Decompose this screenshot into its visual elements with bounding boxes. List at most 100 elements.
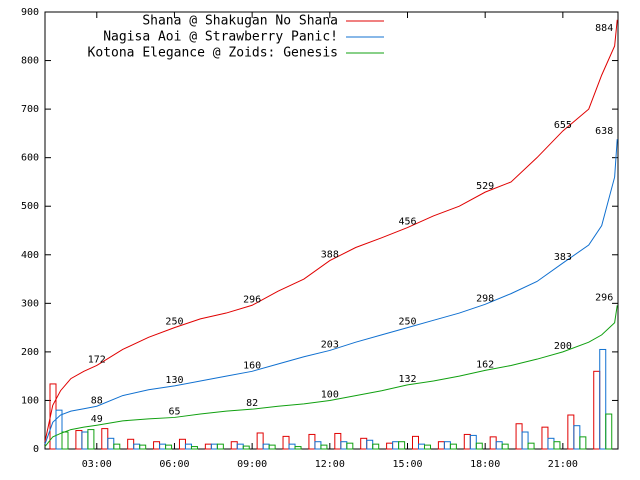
bar <box>340 441 348 450</box>
bar <box>81 431 89 450</box>
y-tick-label: 0 <box>33 444 39 455</box>
bar <box>314 441 322 450</box>
bar <box>437 441 445 450</box>
x-tick-label: 15:00 <box>392 459 422 470</box>
bar <box>113 443 121 450</box>
bar <box>573 425 581 450</box>
data-label: 388 <box>321 250 339 261</box>
data-label: 88 <box>91 395 103 406</box>
bar <box>475 442 483 450</box>
bar <box>230 441 238 450</box>
series-line <box>44 305 618 447</box>
bar <box>139 444 147 450</box>
data-label: 100 <box>321 389 339 400</box>
data-label: 655 <box>554 120 572 131</box>
data-label: 296 <box>595 292 613 303</box>
x-tick-label: 12:00 <box>315 459 345 470</box>
data-label: 162 <box>476 359 494 370</box>
legend-label: Nagisa Aoi @ Strawberry Panic! <box>103 30 338 45</box>
bar <box>489 436 497 450</box>
bar <box>320 444 328 450</box>
bar <box>190 446 198 450</box>
bar <box>547 437 555 450</box>
data-label: 884 <box>595 23 613 34</box>
data-label: 172 <box>88 354 106 365</box>
bar <box>423 444 431 450</box>
bar <box>294 446 302 450</box>
bar <box>495 441 503 450</box>
bar <box>184 443 192 450</box>
x-tick-label: 18:00 <box>470 459 500 470</box>
bar <box>372 443 380 450</box>
bar <box>75 430 83 450</box>
bar <box>567 414 575 450</box>
bar <box>553 441 561 450</box>
bar <box>469 434 477 450</box>
bar <box>61 431 69 450</box>
bar <box>133 443 141 450</box>
data-label: 296 <box>243 294 261 305</box>
legend-label: Kotona Elegance @ Zoids: Genesis <box>88 46 338 61</box>
bar <box>288 443 296 450</box>
series-line <box>44 139 618 445</box>
bar <box>398 441 406 450</box>
data-label: 65 <box>168 406 180 417</box>
data-label: 200 <box>554 341 572 352</box>
bar <box>521 431 529 450</box>
bar <box>515 423 523 450</box>
y-tick-label: 900 <box>21 7 39 18</box>
bar <box>449 443 457 450</box>
bar <box>599 348 607 450</box>
bar <box>262 443 270 450</box>
bar <box>216 443 224 450</box>
y-tick-label: 600 <box>21 153 39 164</box>
x-tick-label: 03:00 <box>82 459 112 470</box>
legend-label: Shana @ Shakugan No Shana <box>142 14 338 29</box>
bar <box>417 443 425 450</box>
bar <box>360 437 368 450</box>
bar <box>282 435 290 450</box>
bar <box>346 442 354 450</box>
plot-frame <box>44 11 619 450</box>
data-label: 160 <box>243 360 261 371</box>
bar <box>87 429 95 450</box>
bar <box>541 426 549 450</box>
data-label: 130 <box>165 375 183 386</box>
y-tick-label: 700 <box>21 104 39 115</box>
data-label: 456 <box>398 217 416 228</box>
bar <box>579 436 587 450</box>
bar <box>159 443 167 450</box>
data-label: 132 <box>398 374 416 385</box>
bar <box>101 428 109 450</box>
data-label: 82 <box>246 398 258 409</box>
y-tick-label: 100 <box>21 395 39 406</box>
data-label: 49 <box>91 414 103 425</box>
bar <box>178 438 186 450</box>
series-line <box>44 19 618 442</box>
y-tick-label: 200 <box>21 347 39 358</box>
bar <box>463 433 471 450</box>
bar <box>256 432 264 450</box>
x-tick-label: 21:00 <box>548 459 578 470</box>
bar <box>593 370 601 450</box>
x-tick-label: 09:00 <box>237 459 267 470</box>
y-tick-label: 500 <box>21 201 39 212</box>
bar <box>127 438 135 450</box>
bar <box>153 441 161 450</box>
data-label: 529 <box>476 181 494 192</box>
bar <box>443 441 451 450</box>
data-label: 203 <box>321 339 339 350</box>
bar <box>334 432 342 450</box>
bar <box>55 409 63 450</box>
data-label: 250 <box>398 317 416 328</box>
bar <box>204 443 212 450</box>
bar <box>268 444 276 450</box>
bar <box>605 413 613 450</box>
bar <box>411 435 419 450</box>
y-tick-label: 400 <box>21 250 39 261</box>
bar <box>386 442 394 450</box>
y-tick-label: 800 <box>21 56 39 67</box>
bar <box>165 444 173 450</box>
x-tick-label: 06:00 <box>159 459 189 470</box>
